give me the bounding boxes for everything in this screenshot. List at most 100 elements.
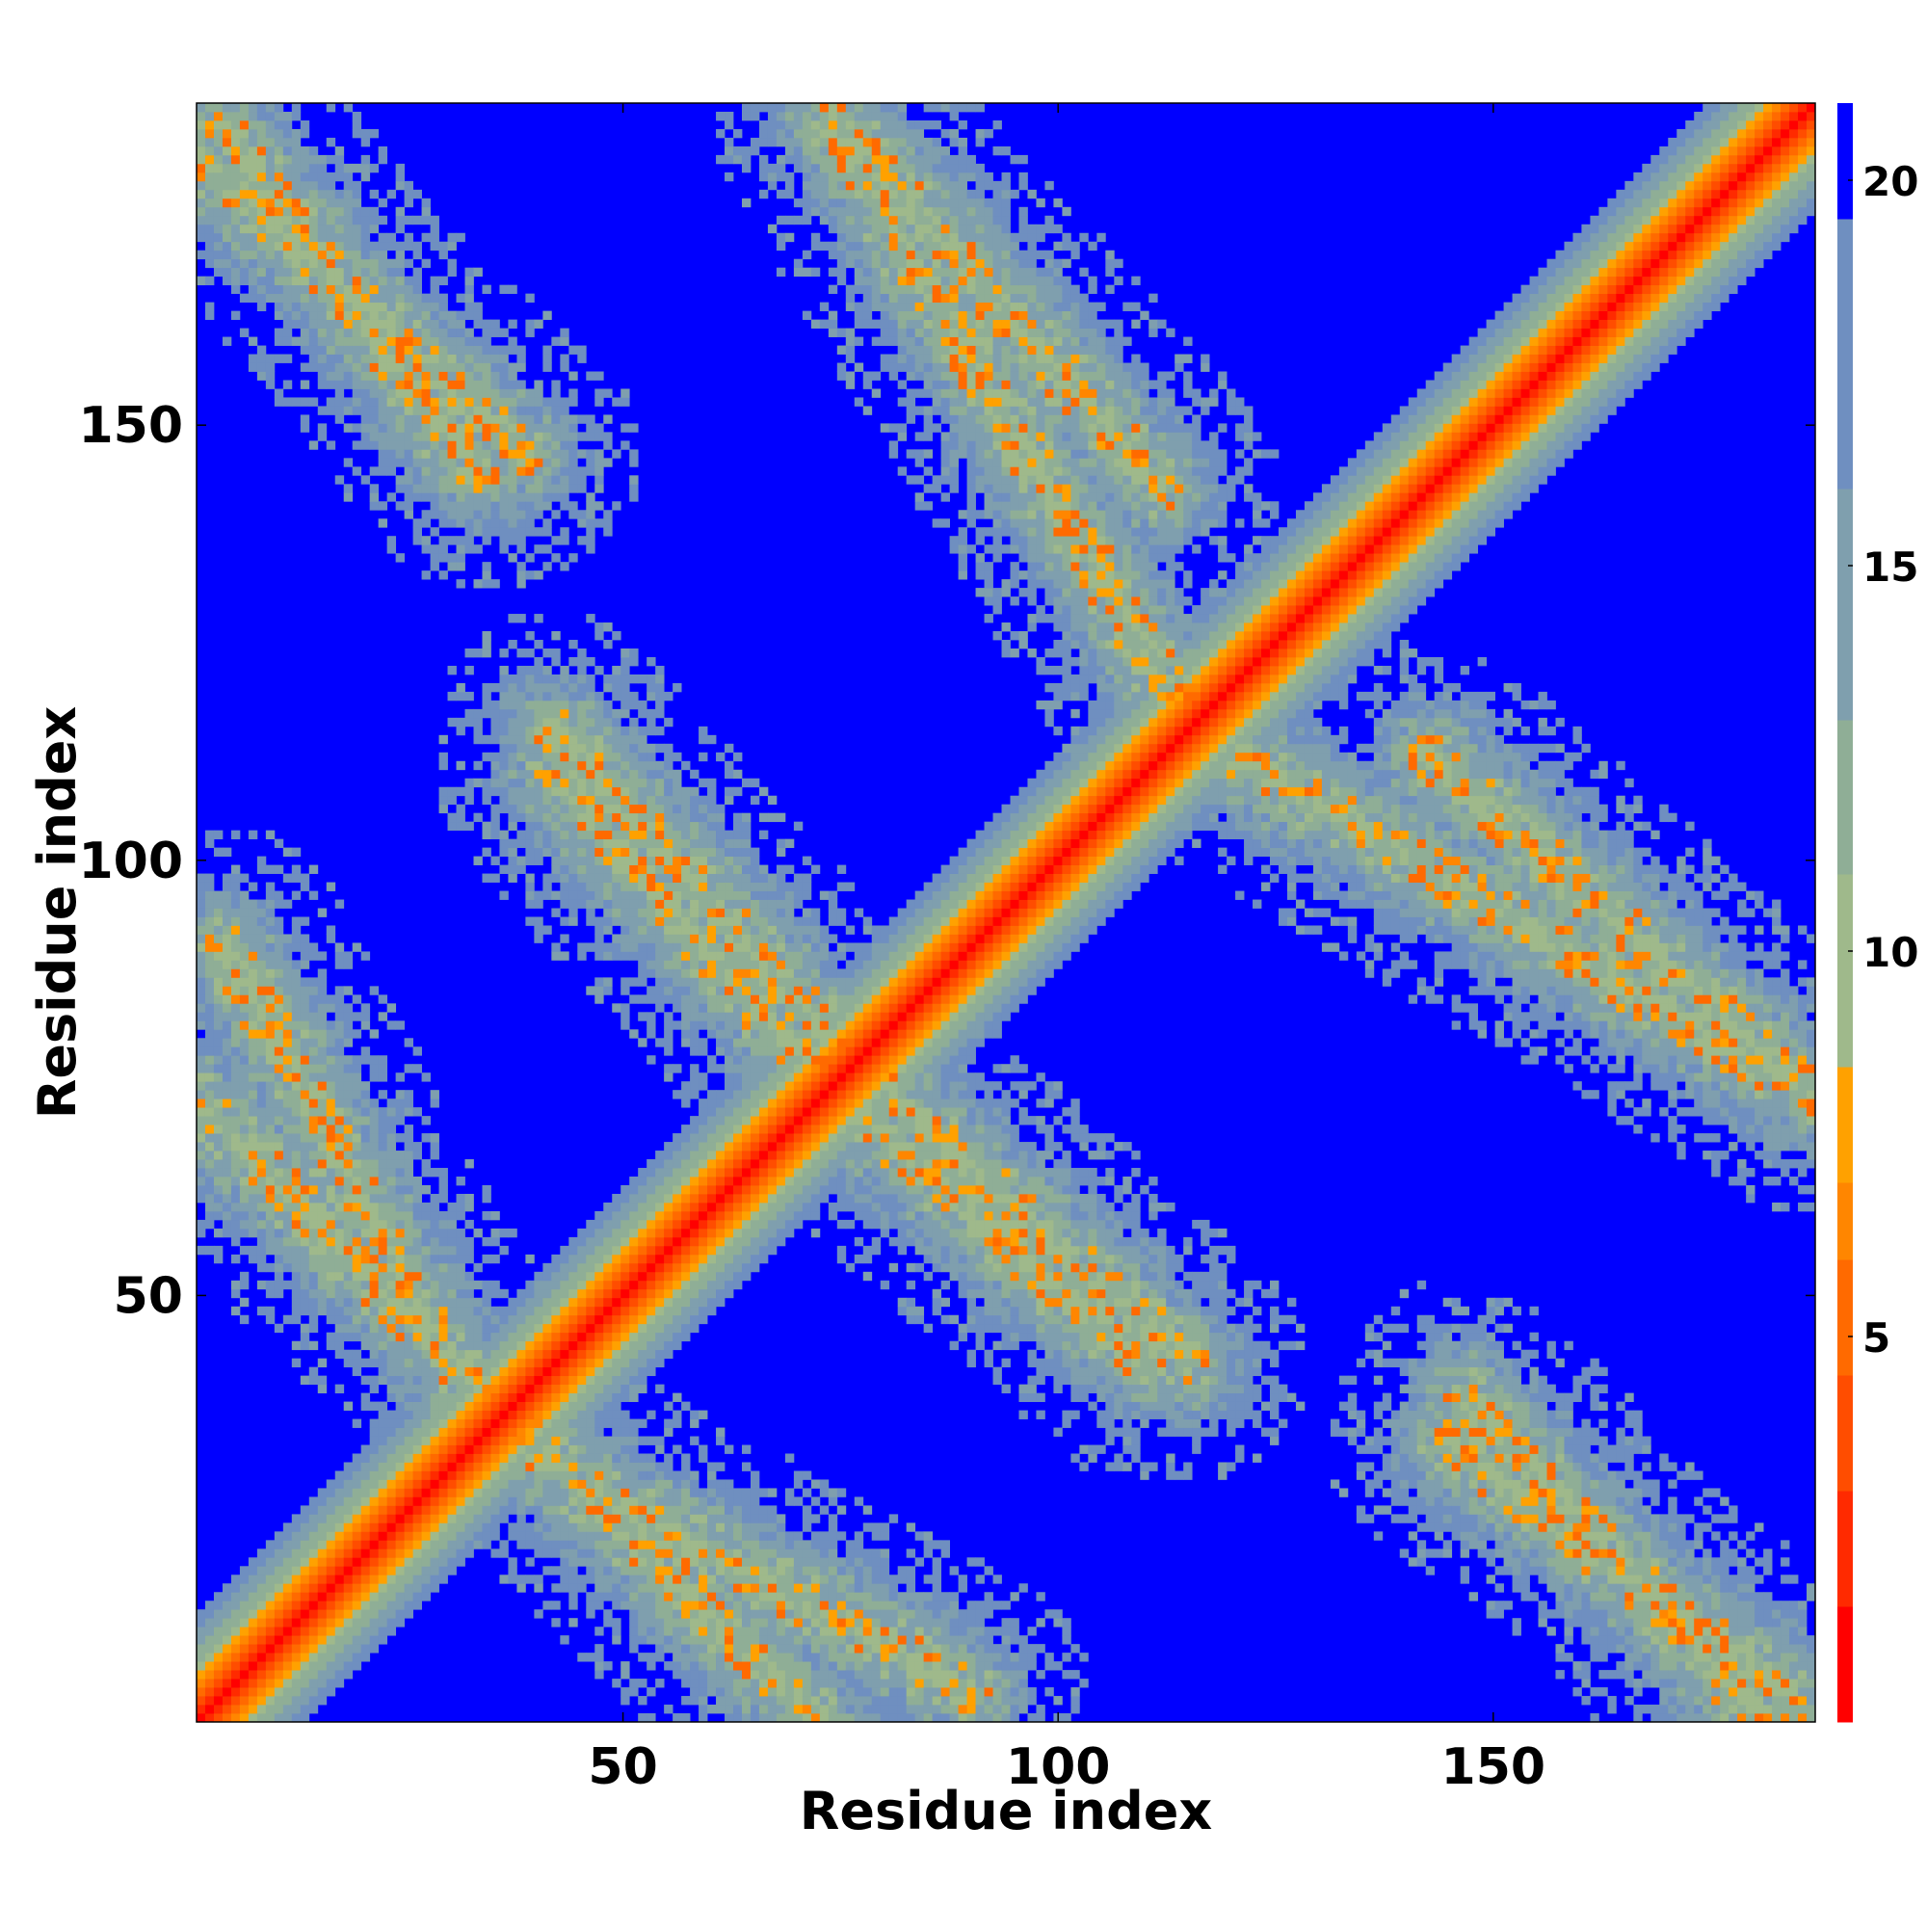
heatmap-cell (525, 700, 535, 710)
heatmap-cell (334, 1245, 345, 1256)
heatmap-cell (334, 1193, 345, 1204)
heatmap-cell (655, 1505, 665, 1515)
heatmap-cell (473, 1314, 483, 1325)
heatmap-cell (256, 172, 267, 182)
heatmap-cell (568, 1314, 578, 1325)
heatmap-cell (438, 310, 448, 320)
heatmap-cell (638, 1245, 647, 1256)
heatmap-cell (655, 743, 665, 754)
heatmap-cell (334, 1679, 345, 1688)
heatmap-cell (586, 1462, 595, 1471)
heatmap-cell (256, 986, 267, 995)
heatmap-cell (655, 760, 665, 771)
heatmap-cell (239, 241, 250, 251)
heatmap-cell (490, 821, 500, 832)
heatmap-cell (551, 856, 561, 865)
heatmap-cell (230, 198, 241, 208)
heatmap-cell (438, 510, 448, 519)
heatmap-cell (343, 1288, 354, 1299)
heatmap-cell (551, 397, 561, 407)
heatmap-cell (421, 1072, 431, 1082)
heatmap-cell (334, 986, 345, 995)
heatmap-cell (421, 1245, 431, 1256)
heatmap-cell (352, 1618, 362, 1628)
heatmap-cell (655, 1340, 665, 1351)
heatmap-cell (412, 267, 422, 278)
heatmap-cell (352, 1488, 362, 1497)
heatmap-cell (490, 579, 500, 589)
heatmap-cell (508, 510, 517, 519)
heatmap-cell (222, 206, 232, 217)
heatmap-cell (334, 1575, 345, 1584)
heatmap-cell (352, 1601, 362, 1610)
heatmap-cell (629, 769, 639, 780)
heatmap-cell (655, 778, 665, 788)
heatmap-cell (204, 1601, 215, 1610)
heatmap-cell (586, 544, 595, 554)
heatmap-cell (560, 778, 569, 788)
heatmap-cell (248, 1177, 258, 1186)
heatmap-cell (197, 128, 206, 139)
heatmap-cell (274, 968, 284, 978)
heatmap-cell (326, 180, 336, 191)
heatmap-cell (317, 232, 328, 243)
heatmap-cell (334, 319, 345, 329)
heatmap-cell (586, 1470, 595, 1480)
heatmap-cell (334, 1107, 345, 1117)
heatmap-cell (456, 492, 465, 502)
heatmap-cell (542, 717, 552, 728)
heatmap-cell (222, 1020, 232, 1030)
heatmap-cell (326, 232, 336, 243)
heatmap-cell (197, 1090, 206, 1099)
heatmap-cell (222, 1705, 232, 1714)
heatmap-cell (430, 302, 439, 312)
heatmap-cell (274, 1228, 284, 1238)
heatmap-cell (490, 510, 500, 519)
heatmap-cell (326, 362, 336, 372)
heatmap-cell (360, 1297, 371, 1308)
heatmap-cell (352, 241, 362, 251)
heatmap-cell (369, 492, 380, 502)
heatmap-cell (508, 734, 517, 745)
heatmap-cell (404, 284, 413, 295)
heatmap-cell (612, 1401, 621, 1411)
heatmap-cell (291, 890, 302, 900)
heatmap-cell (404, 319, 413, 329)
heatmap-cell (508, 1297, 517, 1308)
heatmap-cell (352, 371, 362, 381)
heatmap-cell (464, 423, 474, 433)
heatmap-cell (655, 1479, 665, 1489)
heatmap-cell (586, 1505, 595, 1515)
heatmap-cell (620, 1470, 630, 1480)
heatmap-cell (239, 293, 250, 304)
heatmap-cell (534, 856, 543, 865)
heatmap-cell (568, 838, 578, 849)
heatmap-cell (308, 890, 319, 900)
heatmap-cell (473, 449, 483, 459)
heatmap-cell (404, 1427, 413, 1437)
heatmap-cell (308, 1210, 319, 1221)
heatmap-cell (568, 466, 578, 476)
heatmap-cell (508, 1401, 517, 1411)
heatmap-cell (291, 302, 302, 312)
heatmap-cell (213, 977, 224, 987)
heatmap-cell (534, 406, 543, 415)
heatmap-cell (326, 310, 336, 320)
heatmap-cell (248, 1687, 258, 1697)
heatmap-cell (317, 354, 328, 363)
heatmap-cell (568, 1575, 578, 1584)
heatmap-cell (386, 1453, 397, 1463)
heatmap-cell (222, 1012, 232, 1021)
heatmap-cell (222, 1687, 232, 1697)
heatmap-cell (248, 232, 258, 243)
heatmap-cell (412, 276, 422, 286)
heatmap-cell (265, 1696, 276, 1706)
heatmap-cell (603, 1488, 613, 1497)
heatmap-cell (326, 1505, 336, 1515)
heatmap-cell (560, 1522, 569, 1532)
heatmap-cell (308, 345, 319, 355)
heatmap-cell (317, 1046, 328, 1056)
heatmap-cell (265, 1236, 276, 1247)
heatmap-cell (204, 189, 215, 199)
heatmap-cell (586, 432, 595, 441)
